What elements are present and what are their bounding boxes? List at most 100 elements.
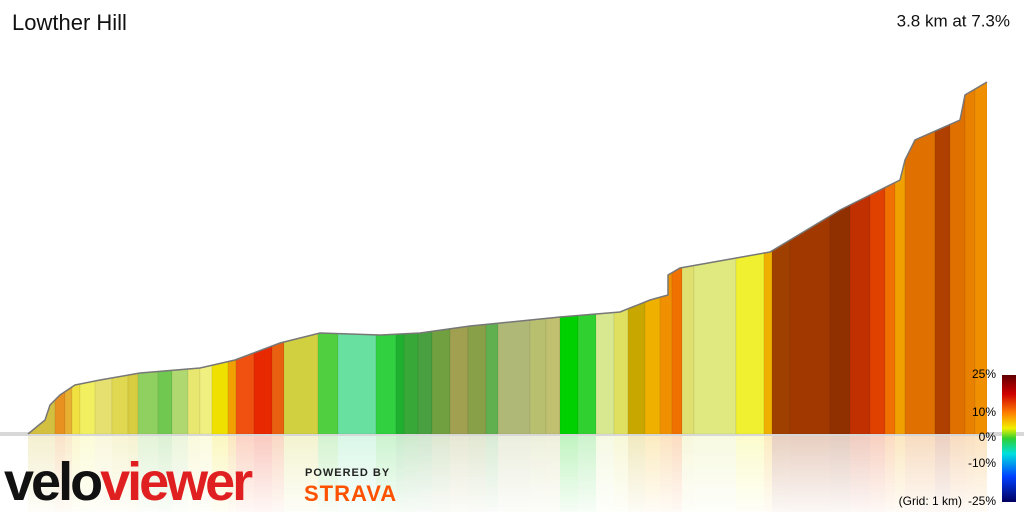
profile-strip [79, 82, 96, 434]
profile-strip [449, 82, 469, 434]
profile-strip [884, 82, 896, 434]
reflection-strip [498, 436, 530, 512]
reflection-strip [396, 436, 404, 512]
reflection-strip [885, 436, 895, 512]
reflection-strip [432, 436, 450, 512]
profile-strip [235, 82, 255, 434]
profile-strip [271, 82, 285, 434]
reflection-strip [772, 436, 790, 512]
profile-strip [253, 82, 273, 434]
reflection-strip [55, 436, 65, 512]
logo-prefix: velo [4, 452, 101, 512]
reflection-strip [790, 436, 830, 512]
reflection [28, 436, 987, 512]
reflection-strip [694, 436, 736, 512]
profile-strip [595, 82, 615, 434]
powered-by: POWERED BY [305, 467, 390, 479]
profile-strip [771, 82, 791, 434]
summary: 3.8 km at 7.3% [897, 11, 1010, 30]
profile-strip [403, 82, 419, 434]
reflection-strip [338, 436, 376, 512]
reflection-strip [72, 436, 80, 512]
reflection-strip [188, 436, 200, 512]
profile-strip [894, 82, 906, 434]
profile-strip [64, 82, 73, 434]
reflection-strip [158, 436, 172, 512]
reflection-strip [450, 436, 468, 512]
profile-strip [171, 82, 189, 434]
reflection-strip [905, 436, 935, 512]
profile-strip [283, 82, 319, 434]
profile-strip [187, 82, 201, 434]
profile-strip [157, 82, 173, 434]
reflection-strip [254, 436, 272, 512]
reflection-strip [376, 436, 396, 512]
profile-strip [934, 82, 951, 434]
profile-strip [467, 82, 487, 434]
reflection-strip [272, 436, 284, 512]
profile-strip [199, 82, 213, 434]
grid-note: (Grid: 1 km) [899, 494, 962, 508]
profile-rim [27, 81, 988, 435]
reflection-strip [468, 436, 486, 512]
profile-strip [671, 82, 683, 434]
reflection-strip [95, 436, 112, 512]
profile-strip [431, 82, 451, 434]
reflection-strip [486, 436, 498, 512]
reflection-strip [870, 436, 885, 512]
profile-strip [627, 82, 646, 434]
reflection-strip [830, 436, 850, 512]
profile-strip [763, 82, 773, 434]
profile-strip [644, 82, 661, 434]
reflection-strip [172, 436, 188, 512]
profile-strip [849, 82, 871, 434]
profile-strip [974, 82, 987, 434]
reflection-strip [228, 436, 236, 512]
reflection-strip [950, 436, 965, 512]
profile-strip [829, 82, 851, 434]
profile-strip [559, 82, 579, 434]
legend-label: -25% [968, 494, 996, 508]
legend-label: -10% [968, 456, 996, 470]
profile-strip [137, 82, 159, 434]
legend-label: 10% [972, 405, 996, 419]
profile-strip [227, 82, 237, 434]
gradient-scale [1002, 375, 1016, 502]
reflection-strip [112, 436, 128, 512]
reflection-strip [672, 436, 682, 512]
reflection-strip [895, 436, 905, 512]
reflection-strip [200, 436, 212, 512]
profile-strip [545, 82, 561, 434]
profile-strip [904, 82, 936, 434]
profile-strip [949, 82, 966, 434]
reflection-strip [850, 436, 870, 512]
profile-strip [789, 82, 831, 434]
reflection-strip [645, 436, 660, 512]
profile-strip [54, 82, 66, 434]
profile-strip [577, 82, 597, 434]
profile-strip [127, 82, 139, 434]
profile-strip [869, 82, 886, 434]
reflection-strip [736, 436, 764, 512]
reflection-strip [138, 436, 158, 512]
reflection-strip [212, 436, 228, 512]
profile-strip [375, 82, 397, 434]
logo-suffix: viewer [100, 452, 253, 512]
reflection-strip [530, 436, 546, 512]
profile-strip [211, 82, 229, 434]
profile-strip [529, 82, 547, 434]
logo: veloviewer [4, 452, 253, 512]
reflection-strip [614, 436, 628, 512]
profile-strip [71, 82, 81, 434]
partner-logo: STRAVA [304, 481, 397, 506]
profile-strip [497, 82, 531, 434]
title: Lowther Hill [12, 10, 127, 35]
profile-strip [337, 82, 377, 434]
reflection-strip [418, 436, 432, 512]
profile-strip [735, 82, 765, 434]
reflection-strip [764, 436, 772, 512]
reflection-strip [628, 436, 645, 512]
profile-strip [317, 82, 339, 434]
